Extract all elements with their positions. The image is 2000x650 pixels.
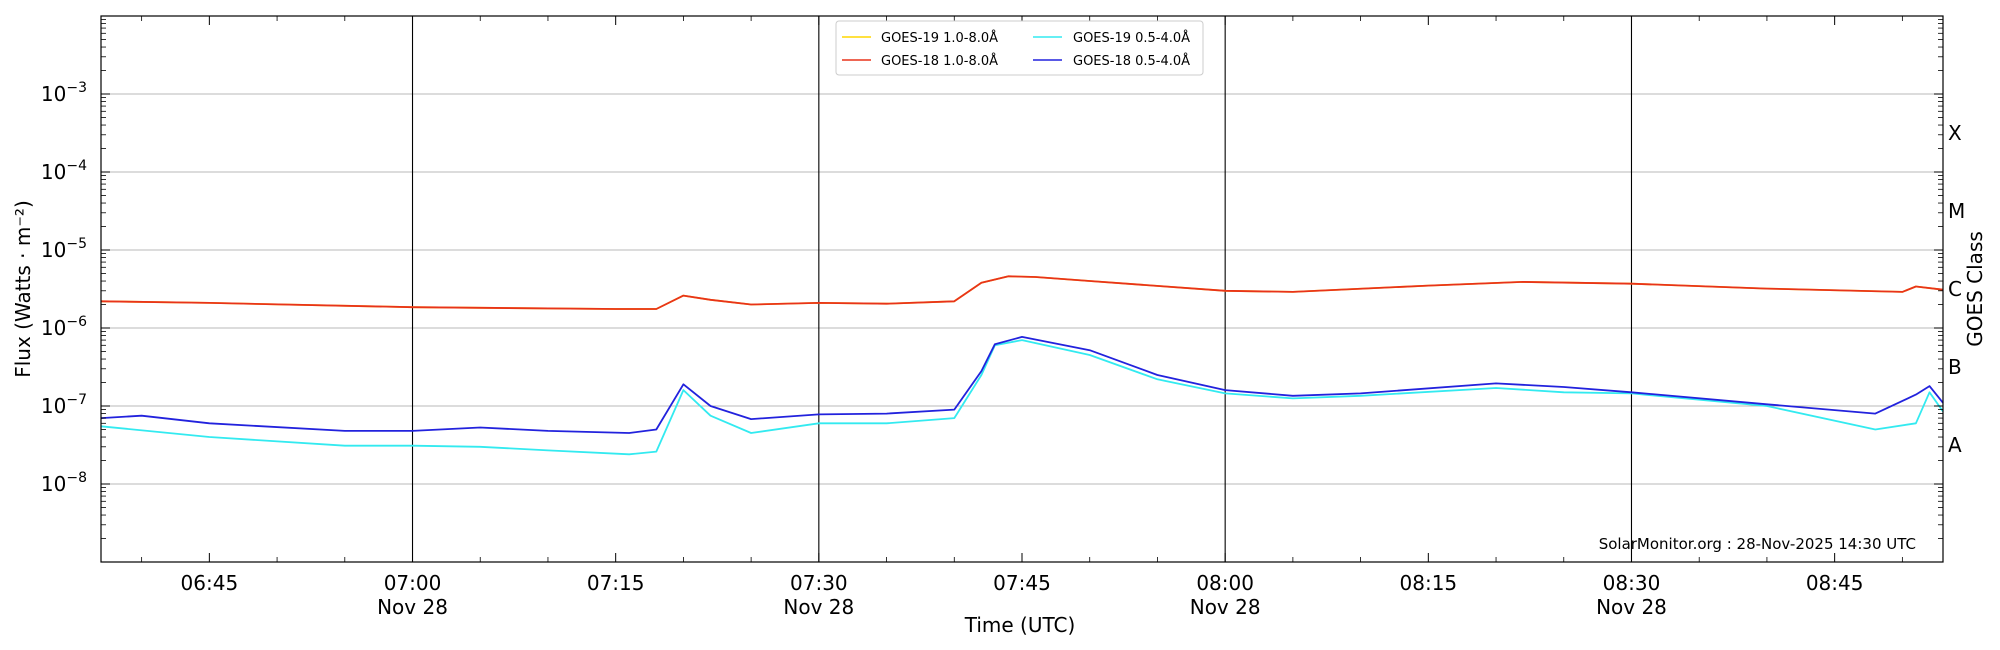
x-tick-date-label: Nov 28 — [783, 595, 854, 619]
x-tick-label: 08:45 — [1806, 571, 1864, 595]
y-tick-labels: 10−8 10−7 10−6 10−5 10−4 10−3 — [41, 80, 87, 496]
y-axis-title: Flux (Watts · m⁻²) — [11, 200, 35, 378]
x-tick-label: 07:30 — [790, 571, 848, 595]
goes-class-labels: A B C M X — [1948, 121, 1965, 457]
axis-ticks — [101, 16, 1943, 562]
x-tick-label: 07:00 — [384, 571, 442, 595]
x-tick-label: 08:00 — [1196, 571, 1254, 595]
y-tick-label: 10−3 — [41, 80, 87, 106]
x-tick-date-label: Nov 28 — [1190, 595, 1261, 619]
grid-lines — [101, 93, 1943, 485]
x-axis-title: Time (UTC) — [964, 613, 1076, 637]
legend-box — [835, 20, 1204, 76]
goes-class-label: A — [1948, 433, 1962, 457]
credit-text: SolarMonitor.org : 28-Nov-2025 14:30 UTC — [1599, 535, 1916, 553]
x-tick-label: 08:30 — [1603, 571, 1661, 595]
y-tick-label: 10−4 — [41, 158, 87, 184]
y-tick-label: 10−5 — [41, 236, 87, 262]
x-tick-label: 06:45 — [181, 571, 239, 595]
x-tick-date-label: Nov 28 — [377, 595, 448, 619]
goes-class-label: X — [1948, 121, 1962, 145]
goes-class-label: B — [1948, 355, 1962, 379]
series-line-3 — [100, 335, 1944, 434]
right-axis-title: GOES Class — [1963, 231, 1987, 347]
legend-label-goes19-short: GOES-19 0.5-4.0Å — [1073, 30, 1190, 46]
goes-class-label: M — [1948, 199, 1965, 223]
x-tick-label: 08:15 — [1400, 571, 1458, 595]
legend-label-goes19-long: GOES-19 1.0-8.0Å — [881, 30, 998, 46]
legend-label-goes18-long: GOES-18 1.0-8.0Å — [881, 53, 998, 69]
y-tick-label: 10−6 — [41, 314, 87, 340]
legend-label-goes18-short: GOES-18 0.5-4.0Å — [1073, 53, 1190, 69]
legend: GOES-19 1.0-8.0Å GOES-18 1.0-8.0Å GOES-1… — [835, 20, 1204, 76]
x-tick-label: 07:15 — [587, 571, 645, 595]
data-series — [100, 275, 1944, 456]
x-tick-label: 07:45 — [993, 571, 1051, 595]
series-line-1 — [100, 275, 1944, 310]
goes-class-label: C — [1948, 277, 1962, 301]
vertical-time-markers — [411, 16, 1633, 562]
series-line-2 — [100, 339, 1944, 456]
x-tick-date-label: Nov 28 — [1596, 595, 1667, 619]
y-tick-label: 10−7 — [41, 392, 87, 418]
y-tick-label: 10−8 — [41, 470, 87, 496]
